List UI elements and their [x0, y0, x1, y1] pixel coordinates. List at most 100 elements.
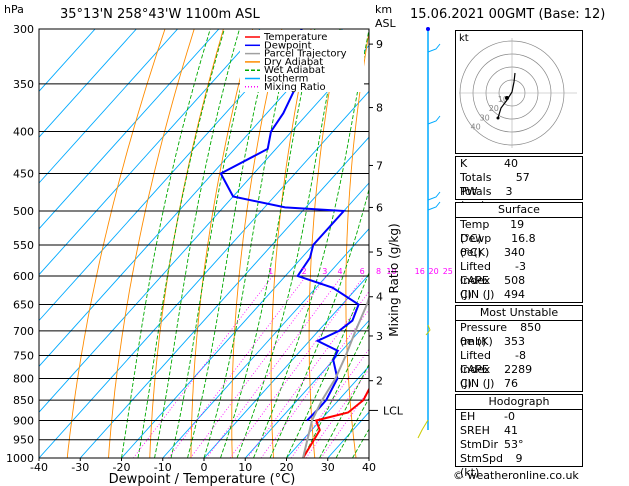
pw-value: 3	[505, 185, 513, 198]
dry-adiabat-390	[604, 29, 629, 458]
wet-adiabat--20	[121, 29, 211, 458]
surface-dewp-value: 16.8	[511, 232, 536, 245]
pressure-tick-400: 400	[13, 126, 34, 139]
series-parcel-trajectory	[302, 294, 369, 458]
mu-cape-value: 2289	[504, 363, 533, 376]
hodograph-trace	[497, 72, 516, 119]
dry-adiabat-280	[231, 29, 283, 458]
surface-temp-value: 19	[510, 218, 525, 231]
isotherm--10	[162, 228, 369, 458]
sounding-series	[219, 29, 369, 458]
dry-adiabat-240	[66, 29, 166, 458]
km-label: km	[375, 3, 393, 16]
mixing-ratio-label-1: 1	[268, 267, 273, 276]
indices-panel-surface: Surface Temp (°C) 19 Dewp (°C) 16.8 θe(K) 3…	[455, 202, 583, 303]
k-value: 40	[504, 157, 518, 170]
surface-cape-value: 508	[504, 274, 526, 287]
isotherm--30	[79, 136, 369, 458]
pressure-tick-1000: 1000	[6, 452, 34, 465]
hodograph-title: Hodograph	[456, 395, 582, 410]
surface-cape-label: CAPE (J)	[460, 274, 489, 301]
mixing-ratio-label-3: 3	[322, 267, 327, 276]
stmdir-label: StmDir	[460, 438, 499, 451]
mixing-ratio-label-10: 10	[386, 267, 396, 276]
temp-tick--20: -20	[113, 461, 131, 474]
mixing-ratio-20	[305, 368, 369, 458]
surface-theta-label: θe(K)	[460, 246, 490, 259]
wind-barb-yellow-1	[425, 324, 431, 336]
mu-cape-label: CAPE (J)	[460, 363, 489, 390]
pw-label: PW (cm)	[460, 185, 485, 212]
temp-tick-0: 0	[201, 461, 208, 474]
wet-adiabat--4	[187, 29, 274, 458]
mu-pressure-label: Pressure (mb)	[460, 321, 507, 348]
most-unstable-title: Most Unstable	[456, 306, 582, 321]
pressure-tick-450: 450	[13, 167, 34, 180]
stmspd-label: StmSpd (kt)	[460, 452, 503, 479]
isotherm--110	[39, 29, 137, 138]
km-tick-7: 7	[376, 159, 383, 172]
mixing-ratio-4	[206, 275, 343, 458]
temp-tick-30: 30	[321, 461, 335, 474]
km-tick-8: 8	[376, 102, 383, 115]
mixing-ratio-6	[229, 275, 365, 458]
surface-dewp-label: Dewp (°C)	[460, 232, 492, 259]
wet-adiabat-8	[236, 29, 341, 458]
series-temperature	[302, 387, 369, 458]
wet-adiabat-32	[335, 397, 369, 458]
dry-adiabat-290	[270, 29, 312, 458]
km-tick-3: 3	[376, 330, 383, 343]
mixing-ratio-10	[260, 308, 369, 458]
indices-panel-general: K 40 Totals Totals 57 PW (cm) 3	[455, 156, 583, 212]
isotherm--100	[39, 29, 178, 184]
surface-temp-label: Temp (°C)	[460, 218, 490, 245]
hodo-ring-label-40: 40	[471, 122, 481, 131]
mixing-ratio-3	[190, 275, 328, 458]
temp-tick--30: -30	[71, 461, 89, 474]
mixing-ratio-axis-label: Mixing Ratio (g/kg)	[387, 223, 401, 336]
pressure-tick-300: 300	[13, 23, 34, 36]
totals-value: 57	[515, 171, 530, 184]
pressure-tick-900: 900	[13, 414, 34, 427]
pressure-tick-500: 500	[13, 205, 34, 218]
datetime-title: 15.06.2021 00GMT (Base: 12)	[410, 7, 606, 22]
hodo-ring-label-30: 30	[480, 113, 490, 122]
wind-profile	[417, 27, 441, 439]
isotherm--40	[39, 90, 369, 458]
legend-box	[240, 30, 364, 92]
x-axis-label: Dewpoint / Temperature (°C)	[109, 472, 296, 486]
wind-barb-yellow-2	[417, 419, 429, 439]
legend-label-4: Wet Adiabat	[264, 65, 325, 76]
location-title: 35°13'N 258°43'W 1100m ASL	[60, 7, 260, 22]
mu-cin-label: CIN (J)	[460, 377, 495, 390]
isotherm--70	[39, 29, 302, 322]
mixing-ratio-label-6: 6	[360, 267, 365, 276]
surface-theta-value: 340	[504, 246, 525, 259]
wind-barb-3	[427, 201, 441, 211]
km-tick-4: 4	[376, 291, 383, 304]
mixing-ratio-label-16: 16	[415, 267, 425, 276]
mu-theta-value: 353	[504, 335, 525, 348]
hodo-ring-label-10: 10	[498, 95, 508, 104]
pressure-tick-950: 950	[13, 434, 34, 447]
mixing-ratio-1	[132, 275, 274, 458]
footer-credit: © weatheronline.co.uk	[453, 469, 579, 482]
temp-tick--40: -40	[30, 461, 48, 474]
pressure-tick-850: 850	[13, 394, 34, 407]
wind-top-marker	[426, 27, 430, 31]
wind-barb-2	[427, 191, 441, 201]
surface-li-label: Lifted Index	[460, 260, 491, 287]
wind-barb-1	[427, 115, 441, 125]
mu-cin-value: 76	[504, 377, 518, 390]
isotherm-0	[203, 273, 369, 458]
indices-panel-hodograph: Hodograph EH -0 SREH 41 StmDir 53° StmSpd (…	[455, 394, 583, 479]
surface-cin-label: CIN (J)	[460, 288, 495, 301]
km-tick-9: 9	[376, 38, 383, 51]
mixing-ratio-8	[247, 290, 369, 458]
pressure-tick-750: 750	[13, 349, 34, 362]
wet-adiabat-16	[269, 187, 369, 458]
mixing-ratio-label-20: 20	[429, 267, 439, 276]
